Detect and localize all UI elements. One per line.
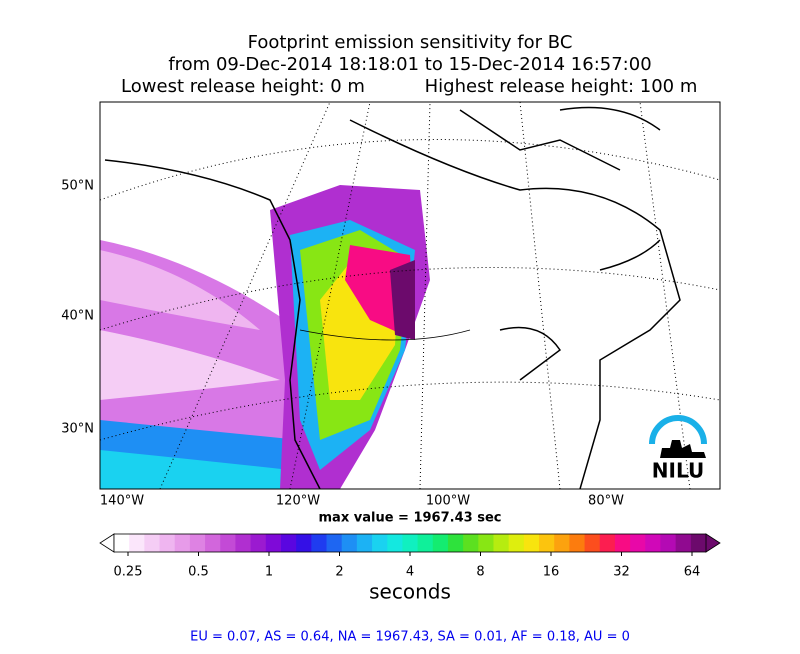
- colorbar-segment: [220, 534, 236, 552]
- plume: [390, 260, 415, 340]
- plume: [100, 250, 260, 330]
- colorbar-segment: [402, 534, 418, 552]
- colorbar-segment: [235, 534, 252, 552]
- colorbar-segment: [478, 534, 494, 552]
- plume: [100, 330, 280, 400]
- coastline: [104, 106, 681, 489]
- colorbar-segment: [174, 534, 191, 552]
- colorbar: 0.25 0.5 1 2 4 8 16 32 64: [99, 533, 721, 580]
- colorbar-segment: [660, 534, 677, 552]
- colorbar-segment: [417, 534, 434, 552]
- colorbar-segment: [205, 534, 221, 552]
- colorbar-tick-label: 8: [476, 565, 484, 580]
- colorbar-segment: [539, 534, 555, 552]
- lowest-release: Lowest release height: 0 m: [121, 76, 365, 97]
- colorbar-tick-label: 0.5: [188, 565, 209, 580]
- colorbar-segment: [523, 534, 540, 552]
- map-content: [100, 102, 720, 489]
- colorbar-segment: [508, 534, 525, 552]
- colorbar-segment: [296, 534, 312, 552]
- colorbar-segment: [311, 534, 327, 552]
- lon-label: 120°W: [276, 494, 320, 509]
- colorbar-segment: [144, 534, 160, 552]
- colorbar-segment: [569, 534, 585, 552]
- colorbar-segment: [356, 534, 373, 552]
- lat-label: 50°N: [61, 179, 94, 194]
- colorbar-segment: [675, 534, 692, 552]
- colorbar-tick-label: 0.25: [114, 565, 143, 580]
- lat-label: 30°N: [61, 422, 94, 437]
- colorbar-tick-label: 16: [543, 565, 560, 580]
- colorbar-segment: [341, 534, 358, 552]
- colorbar-segment: [250, 534, 267, 552]
- logo: NILU: [649, 415, 707, 483]
- colorbar-segment: [280, 534, 297, 552]
- colorbar-segment: [189, 534, 206, 552]
- graticule: [100, 102, 720, 489]
- colorbar-segment: [265, 534, 282, 552]
- colorbar-segment: [690, 534, 707, 552]
- map: NILU: [99, 101, 721, 490]
- lon-label: 140°W: [100, 494, 144, 509]
- highest-release: Highest release height: 100 m: [425, 76, 698, 97]
- max-value: max value = 1967.43 sec: [319, 511, 502, 526]
- logo-text: NILU: [652, 459, 704, 483]
- colorbar-segment: [463, 534, 479, 552]
- colorbar-segment: [129, 534, 145, 552]
- lon-label: 80°W: [588, 494, 624, 509]
- colorbar-segment: [432, 534, 449, 552]
- title-line: Footprint emission sensitivity for BC: [248, 32, 573, 53]
- colorbar-tick-label: 2: [335, 565, 343, 580]
- colorbar-tick-label: 64: [684, 565, 701, 580]
- plume: [100, 450, 290, 489]
- colorbar-segment: [584, 534, 601, 552]
- colorbar-tick-label: 32: [613, 565, 630, 580]
- footer: EU = 0.07, AS = 0.64, NA = 1967.43, SA =…: [190, 630, 630, 645]
- colorbar-segment: [645, 534, 661, 552]
- colorbar-segment: [326, 534, 343, 552]
- title-line: from 09-Dec-2014 18:18:01 to 15-Dec-2014…: [168, 54, 651, 75]
- map-frame: [99, 101, 721, 490]
- colorbar-segment: [554, 534, 570, 552]
- colorbar-segment: [372, 534, 388, 552]
- colorbar-segment: [159, 534, 176, 552]
- colorbar-tick-label: 1: [265, 565, 273, 580]
- colorbar-segment: [387, 534, 403, 552]
- lat-label: 40°N: [61, 309, 94, 324]
- border: [299, 329, 471, 341]
- colorbar-label: seconds: [369, 580, 451, 604]
- colorbar-segment: [614, 534, 631, 552]
- colorbar-segment: [114, 534, 130, 552]
- colorbar-segment: [447, 534, 464, 552]
- colorbar-segment: [630, 534, 646, 552]
- colorbar-tick-label: 4: [406, 565, 414, 580]
- colorbar-segment: [493, 534, 510, 552]
- lon-label: 100°W: [426, 494, 470, 509]
- colorbar-segment: [599, 534, 616, 552]
